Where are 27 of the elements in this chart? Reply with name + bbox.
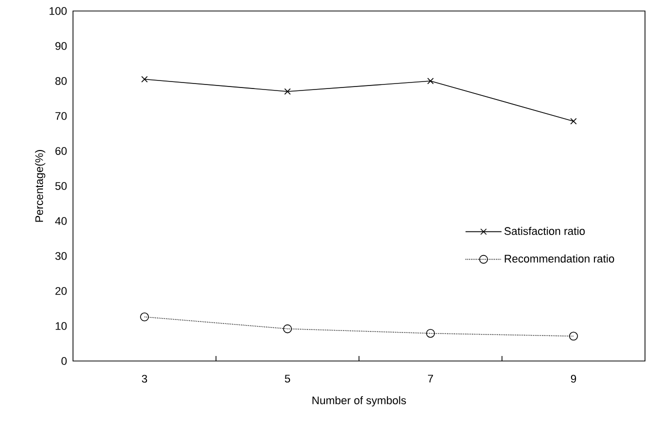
- point: [283, 324, 292, 334]
- legend-label: Recommendation ratio: [504, 254, 614, 263]
- y-tick-label: 70: [55, 112, 67, 120]
- y-tick-label: 90: [55, 42, 67, 50]
- y-tick-label: 50: [55, 182, 67, 190]
- point: [569, 332, 578, 341]
- x-tick-label: 9: [570, 374, 576, 383]
- y-tick-label: 20: [55, 287, 67, 295]
- y-tick-label: 30: [55, 252, 67, 260]
- point: [140, 312, 149, 322]
- y-tick-label: 0: [61, 357, 67, 365]
- point: [141, 76, 148, 82]
- x-tick-label: 3: [142, 374, 148, 383]
- y-tick-label: 40: [55, 217, 67, 225]
- y-tick-label: 100: [50, 7, 67, 15]
- x-tick-label: 5: [284, 374, 290, 383]
- point: [570, 118, 577, 124]
- y-tick-label: 60: [55, 147, 67, 155]
- y-axis-title: Percentage(%): [35, 150, 46, 222]
- point: [427, 78, 434, 84]
- x-tick-label: 7: [428, 374, 434, 382]
- x-axis-title: Number of symbols: [312, 396, 406, 406]
- y-tick-label: 10: [56, 322, 67, 330]
- point: [284, 88, 291, 95]
- y-tick-label: 80: [55, 77, 67, 85]
- legend-label: Satisfaction ratio: [504, 226, 585, 235]
- point: [426, 328, 435, 338]
